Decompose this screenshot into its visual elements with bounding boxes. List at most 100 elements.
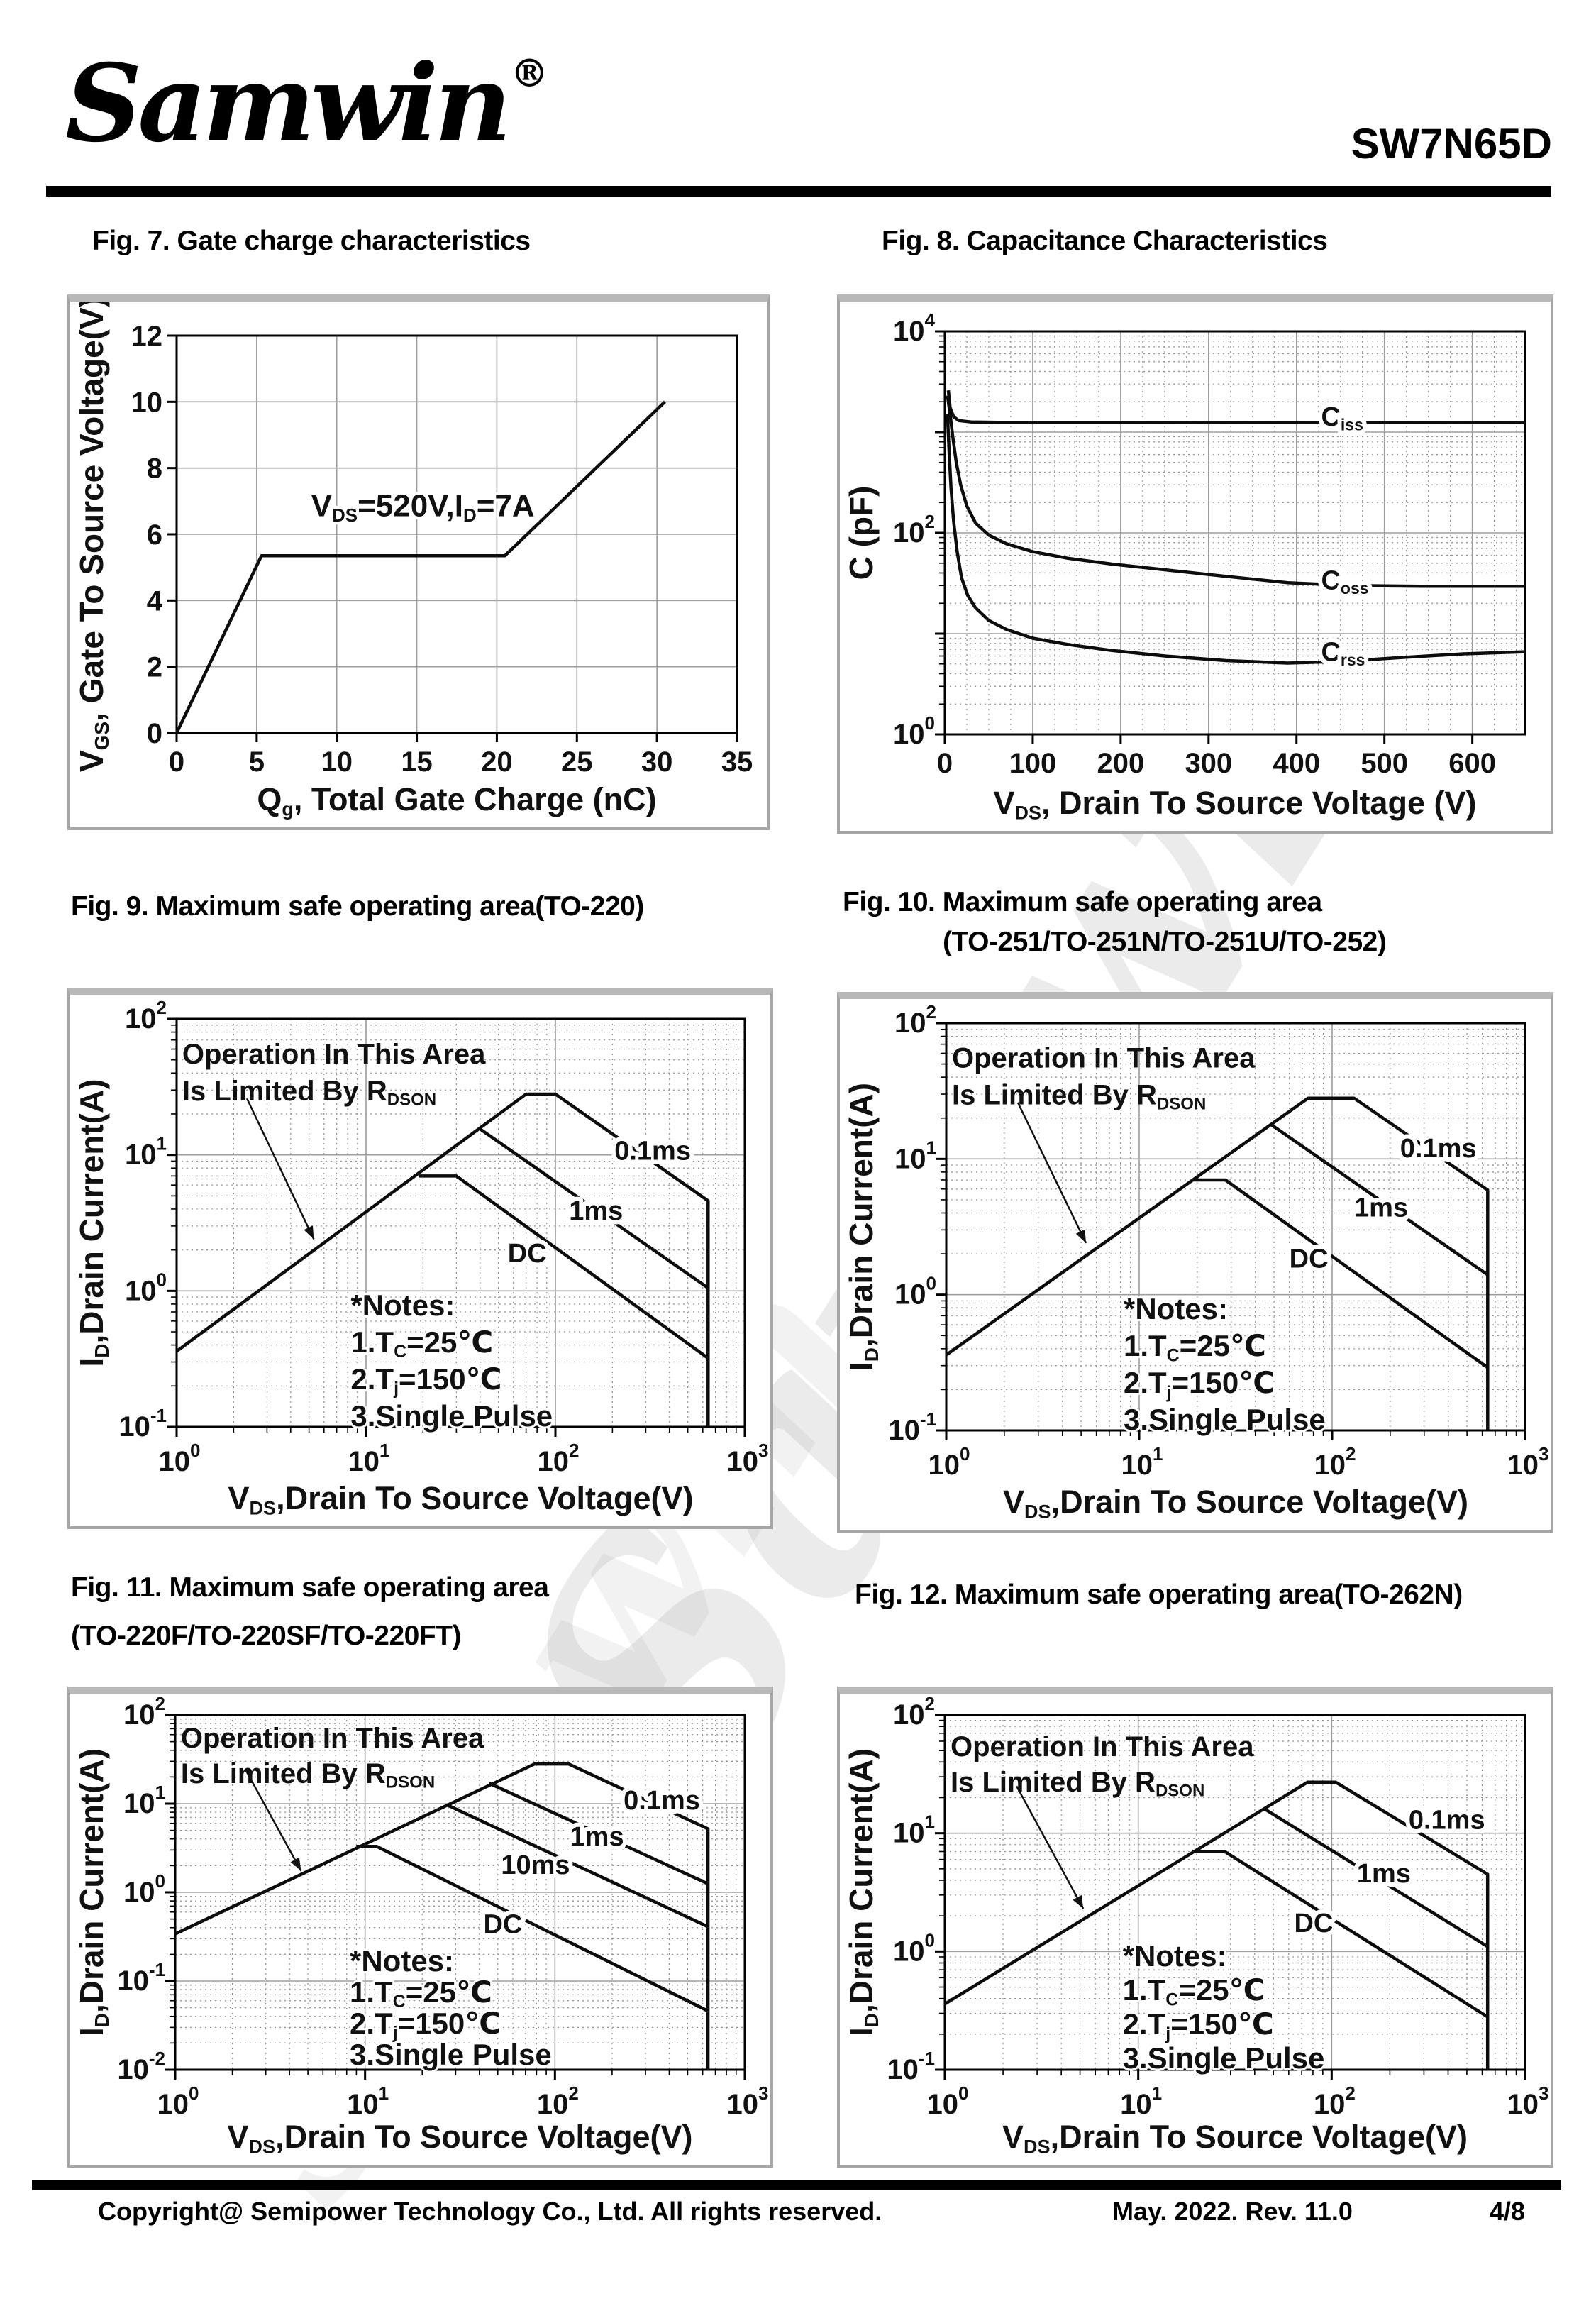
series-1ms bbox=[479, 1127, 709, 1290]
figure-title-fig12: Fig. 12. Maximum safe operating area(TO-… bbox=[855, 1579, 1463, 1610]
x-axis-title: VDS,Drain To Source Voltage(V) bbox=[228, 1480, 694, 1519]
tick-label: 10-1 bbox=[117, 1959, 165, 1997]
curve-label: DC bbox=[1290, 1245, 1329, 1274]
part-number: SW7N65D bbox=[1351, 120, 1552, 167]
annotation: VDS=520V,ID=7A bbox=[311, 488, 535, 525]
tick-label: 6 bbox=[147, 519, 162, 551]
tick-label: 101 bbox=[347, 2082, 389, 2120]
series-0.1ms bbox=[175, 1092, 710, 1427]
notes-line: 3.Single Pulse bbox=[350, 2038, 552, 2071]
y-axis-title: C (pF) bbox=[843, 486, 880, 580]
tick-label: 102 bbox=[893, 1694, 935, 1731]
series-DC bbox=[1192, 1178, 1489, 1369]
plot-border bbox=[175, 1017, 746, 1428]
arrowhead-icon bbox=[304, 1225, 314, 1240]
tick-label: 101 bbox=[123, 1782, 165, 1819]
curve-label: Ciss bbox=[1321, 402, 1363, 434]
op-note-line: Is Limited By RDSON bbox=[952, 1080, 1206, 1114]
op-note-line: Is Limited By RDSON bbox=[951, 1767, 1204, 1801]
series-0.1ms bbox=[943, 1780, 1490, 2070]
tick-label: 10 bbox=[321, 746, 353, 778]
x-axis-title: VDS,Drain To Source Voltage(V) bbox=[228, 2119, 693, 2158]
notes-line: *Notes: bbox=[1123, 1939, 1227, 1973]
tick-label: 100 bbox=[927, 2082, 969, 2120]
chart-panel-fig12: 100 101 102 103 10-1 100 101 102 VDS,Drain To So… bbox=[837, 1687, 1553, 2168]
curve-label: DC bbox=[1294, 1909, 1333, 1938]
tick-label: 10-1 bbox=[888, 1408, 936, 1446]
tick-label: 10 bbox=[131, 387, 163, 418]
notes-line: 3.Single Pulse bbox=[350, 1399, 553, 1433]
series-10ms bbox=[446, 1803, 709, 1929]
notes-line: 3.Single Pulse bbox=[1124, 1403, 1326, 1436]
header-rule bbox=[46, 186, 1551, 197]
tick-label: 100 bbox=[159, 1440, 201, 1477]
x-axis-title: VDS, Drain To Source Voltage (V) bbox=[994, 785, 1477, 824]
curve-label: 10ms bbox=[501, 1850, 570, 1880]
plot-border bbox=[945, 1022, 1526, 1432]
tick-label: 101 bbox=[125, 1133, 167, 1171]
axes: 100 101 102 103 10-2 10-1 100 101 102 bbox=[117, 1694, 768, 2120]
tick-label: 100 bbox=[894, 1273, 936, 1311]
tick-label: 102 bbox=[894, 1001, 936, 1039]
figure-title-fig10-line2: (TO-251/TO-251N/TO-251U/TO-252) bbox=[943, 927, 1387, 957]
op-note-line: Operation In This Area bbox=[181, 1723, 484, 1754]
op-note-line: Operation In This Area bbox=[952, 1043, 1256, 1074]
y-axis-title: ID,Drain Current(A) bbox=[843, 1083, 882, 1371]
op-note-line: Operation In This Area bbox=[951, 1731, 1254, 1762]
tick-label: 100 bbox=[893, 1929, 935, 1967]
axes: 0 5 10 15 20 25 30 35 0 2 4 6 8 10 12 bbox=[131, 321, 753, 778]
figure-title-fig7: Fig. 7. Gate charge characteristics bbox=[92, 226, 531, 256]
curve-label: Coss bbox=[1321, 566, 1368, 597]
tick-label: 101 bbox=[1121, 1443, 1163, 1481]
tick-label: 103 bbox=[1507, 2082, 1549, 2120]
chart-panel-fig7: 0 5 10 15 20 25 30 35 0 2 4 6 8 10 12 Qg, Total Gate Ch… bbox=[67, 294, 770, 830]
tick-label: 500 bbox=[1361, 748, 1408, 779]
grid bbox=[944, 331, 1525, 735]
series-Ciss bbox=[946, 390, 1526, 424]
curve-label: 0.1ms bbox=[624, 1786, 700, 1816]
op-note-arrow bbox=[1016, 1785, 1085, 1909]
series-Coss bbox=[946, 395, 1525, 588]
tick-label: 35 bbox=[721, 746, 753, 778]
grid bbox=[174, 1714, 746, 2070]
curve-label: 0.1ms bbox=[614, 1136, 691, 1166]
tick-label: 100 bbox=[929, 1443, 970, 1481]
tick-label: 101 bbox=[348, 1440, 390, 1477]
series-0.1ms bbox=[945, 1096, 1490, 1430]
footer-rule bbox=[32, 2180, 1561, 2190]
tick-label: 0 bbox=[937, 748, 953, 779]
y-axis-title: ID,Drain Current(A) bbox=[73, 1078, 113, 1367]
tick-label: 100 bbox=[157, 2082, 199, 2120]
notes-line: 2.Tj=150℃ bbox=[1123, 2007, 1274, 2043]
tick-label: 100 bbox=[1009, 748, 1057, 779]
series-0.1ms bbox=[174, 1762, 710, 2070]
y-axis-title: ID,Drain Current(A) bbox=[73, 1748, 113, 2036]
tick-label: 400 bbox=[1273, 748, 1320, 779]
op-note-arrow bbox=[1016, 1102, 1087, 1244]
curve-label: 1ms bbox=[1354, 1193, 1408, 1223]
tick-label: 103 bbox=[1507, 1443, 1549, 1481]
curve-label: DC bbox=[483, 1910, 522, 1940]
notes-line: 3.Single Pulse bbox=[1123, 2041, 1325, 2075]
tick-label: 10-1 bbox=[118, 1405, 167, 1442]
tick-label: 2 bbox=[147, 652, 162, 683]
op-note-line: Is Limited By RDSON bbox=[182, 1076, 436, 1110]
plot-border bbox=[943, 1714, 1526, 2071]
grid bbox=[176, 335, 738, 734]
footer-revision: May. 2022. Rev. 11.0 bbox=[1112, 2197, 1353, 2226]
series-DC bbox=[356, 1844, 709, 2013]
tick-label: 102 bbox=[123, 1694, 165, 1731]
curve-label: 1ms bbox=[570, 1822, 624, 1852]
series-1ms bbox=[1270, 1122, 1489, 1276]
y-axis-title: VGS, Gate To Source Voltage(V) bbox=[73, 302, 113, 772]
series-DC bbox=[419, 1174, 709, 1360]
tick-label: 101 bbox=[893, 1811, 935, 1849]
tick-label: 101 bbox=[1120, 2082, 1162, 2120]
curve-label: DC bbox=[508, 1239, 547, 1269]
